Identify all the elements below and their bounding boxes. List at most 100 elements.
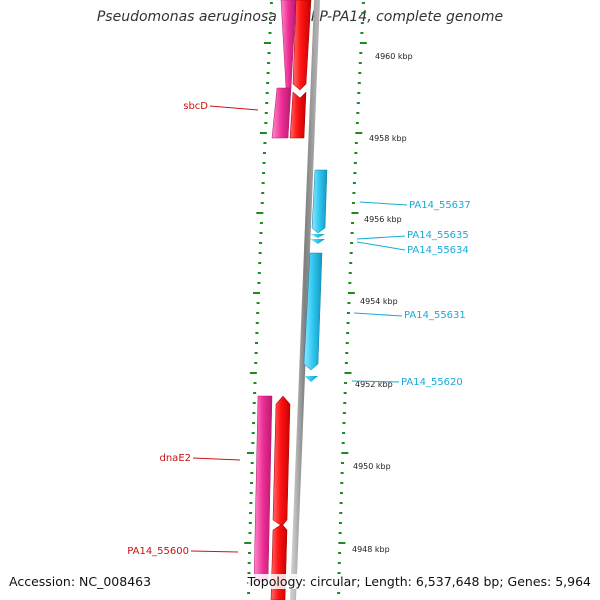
tick-mark [337,592,341,594]
tick-mark [261,192,265,194]
tick-mark [344,372,352,374]
reverse-gene-labels: PA14_55637 PA14_55635 PA14_55634 PA14_55… [351,200,471,388]
scale-label: 4960 kbp [375,52,413,61]
tick-mark [253,392,257,394]
genome-backbone [290,0,320,600]
tick-mark [254,362,258,364]
tick-track-right [337,2,367,594]
gene-label-PA14_55600[interactable]: PA14_55600 [127,546,189,557]
tick-mark [257,272,261,274]
tick-mark [266,82,270,84]
tick-mark [358,72,362,74]
tick-mark [253,382,257,384]
tick-mark [342,422,346,424]
tick-mark [352,192,356,194]
label-leader-line [356,241,406,251]
tick-mark [244,542,252,544]
gene-feature-dnaE2[interactable] [272,395,291,527]
tick-mark [351,212,359,214]
tick-mark [250,482,254,484]
tick-mark [262,172,266,174]
tick-mark [247,572,251,574]
tick-mark [346,312,350,314]
tick-mark [255,342,259,344]
cds-feature-PA14_55635[interactable] [310,234,325,238]
tick-mark [266,72,270,74]
tick-mark [339,512,343,514]
tick-mark [267,52,271,54]
tick-mark [360,22,364,24]
gene-feature-sbcD[interactable] [292,0,312,91]
tick-mark [259,222,263,224]
tick-mark [252,422,256,424]
tick-mark [354,152,358,154]
tick-mark [251,442,255,444]
label-leader-line [356,235,406,240]
label-leader-line [351,380,400,383]
tick-mark [338,542,346,544]
cds-feature-dnaE2[interactable] [253,395,273,583]
gene-label-sbcD[interactable]: sbcD [183,101,208,112]
tick-mark [252,292,260,294]
cds-feature-PA14_55620[interactable] [304,376,318,382]
gene-label-PA14_55635[interactable]: PA14_55635 [407,230,469,241]
cds-feature-sbcD-lower[interactable] [271,87,292,139]
tick-mark [259,132,267,134]
scale-label: 4948 kbp [352,545,390,554]
tick-mark [250,472,254,474]
tick-mark [340,482,344,484]
tick-mark [361,12,365,14]
tick-mark [345,342,349,344]
tick-mark [259,242,263,244]
gene-label-PA14_55620[interactable]: PA14_55620 [401,377,463,388]
tick-mark [338,552,342,554]
tick-mark [347,302,351,304]
tick-mark [251,432,255,434]
tick-mark [357,82,361,84]
label-leader-line [359,201,408,206]
gene-feature-sbcD-lower[interactable] [289,91,307,139]
tick-mark [258,262,262,264]
tick-mark [264,42,272,44]
scale-label: 4954 kbp [360,297,398,306]
tick-mark [268,22,272,24]
gene-label-PA14_55637[interactable]: PA14_55637 [409,200,471,211]
tick-mark [338,522,342,524]
tick-mark [347,292,355,294]
tick-mark [252,412,256,414]
cds-feature-PA14_55631[interactable] [303,252,323,371]
tick-mark [359,52,363,54]
scale-label: 4950 kbp [353,462,391,471]
tick-mark [348,282,352,284]
tick-mark [255,332,259,334]
label-leader-line [192,457,241,461]
cds-feature-PA14_55637[interactable] [311,169,328,234]
tick-mark [339,492,343,494]
gene-label-PA14_55634[interactable]: PA14_55634 [407,245,469,256]
scale-label: 4952 kbp [355,380,393,389]
tick-mark [267,62,271,64]
tick-mark [262,152,266,154]
tick-mark [346,332,350,334]
gene-label-PA14_55631[interactable]: PA14_55631 [404,310,466,321]
tick-mark [341,442,345,444]
tick-mark [340,462,344,464]
tick-mark [342,412,346,414]
tick-mark [254,352,258,354]
cds-feature-PA14_55634[interactable] [310,239,325,244]
tick-mark [350,232,354,234]
tick-mark [264,122,268,124]
tick-mark [357,92,361,94]
tick-mark [262,162,266,164]
label-leader-line [190,550,239,553]
tick-mark [258,252,262,254]
gene-label-dnaE2[interactable]: dnaE2 [160,453,192,464]
tick-mark [264,112,268,114]
tick-mark [246,452,254,454]
label-leader-line [353,312,403,317]
tick-mark [344,362,348,364]
tick-mark [257,282,261,284]
tick-mark [351,202,355,204]
tick-mark [249,492,253,494]
tick-mark [350,242,354,244]
